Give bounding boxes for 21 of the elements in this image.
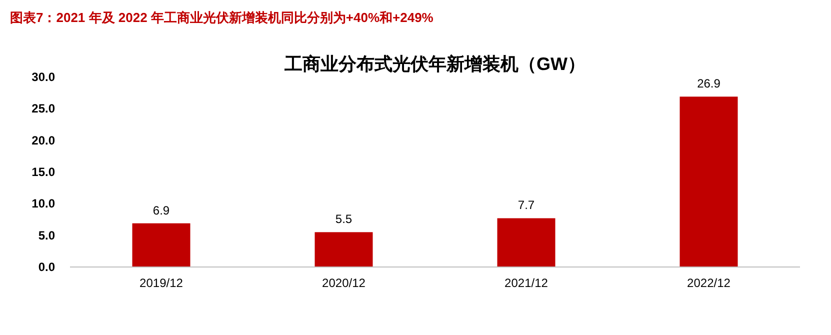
bar [314,232,373,267]
y-tick-label: 25.0 [32,102,56,116]
chart-title: 图表7：2021 年及 2022 年工商业光伏新增装机同比分别为+40%和+249% [10,10,434,25]
y-tick-label: 5.0 [38,228,56,242]
chart-subtitle: 工商业分布式光伏年新增装机（GW） [284,54,586,74]
bar [132,223,190,267]
data-label: 5.5 [335,212,352,226]
x-tick-label: 2020/12 [322,276,366,290]
x-tick-label: 2019/12 [140,276,184,290]
y-tick-label: 0.0 [38,260,56,274]
x-tick-label: 2021/12 [504,276,548,290]
y-tick-label: 20.0 [32,133,56,148]
y-tick-label: 15.0 [32,165,56,179]
data-label: 7.7 [518,198,535,212]
data-label: 26.9 [697,76,721,91]
bar [497,218,556,267]
y-tick-label: 10.0 [32,196,56,211]
data-label: 6.9 [152,203,170,218]
y-tick-label: 30.0 [32,70,56,84]
x-tick-label: 2022/12 [687,276,731,290]
bar [680,96,738,267]
